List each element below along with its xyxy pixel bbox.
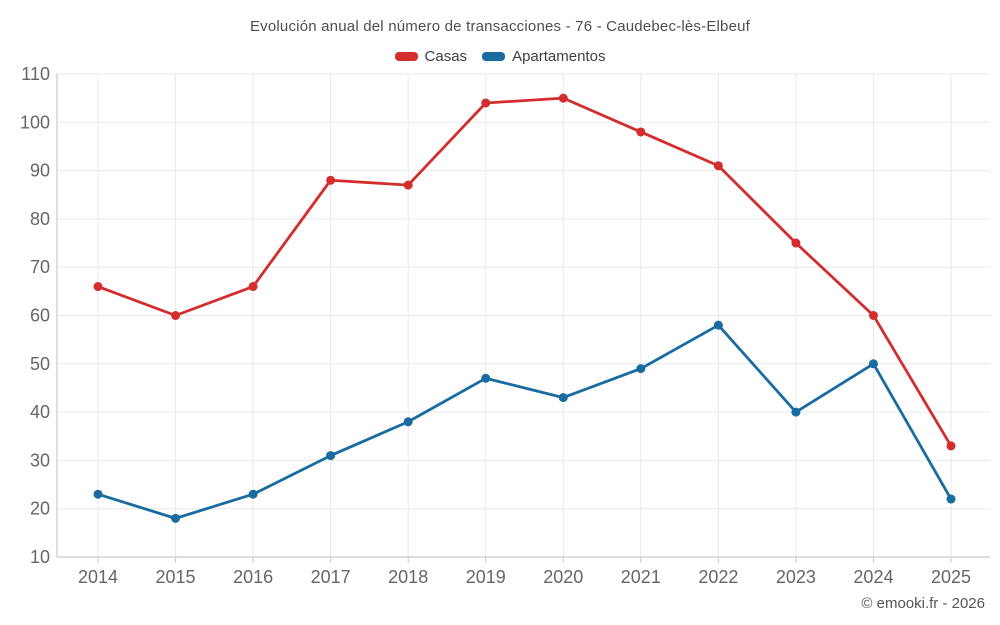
data-point-apartamentos-2017 xyxy=(326,451,336,461)
x-tick-label: 2018 xyxy=(388,567,428,587)
y-tick-label: 100 xyxy=(20,112,50,132)
legend-label-apartamentos: Apartamentos xyxy=(512,48,606,65)
legend-swatch-casas-icon xyxy=(394,52,418,61)
data-point-casas-2019 xyxy=(481,98,491,108)
legend-item-apartamentos[interactable]: Apartamentos xyxy=(482,48,605,65)
data-point-apartamentos-2020 xyxy=(558,393,568,403)
data-point-apartamentos-2024 xyxy=(868,359,878,369)
y-tick-label: 70 xyxy=(30,257,50,277)
x-tick-label: 2024 xyxy=(853,567,893,587)
y-tick-label: 10 xyxy=(30,547,50,567)
data-point-casas-2017 xyxy=(326,175,336,185)
data-point-apartamentos-2015 xyxy=(171,513,181,523)
x-tick-label: 2014 xyxy=(78,567,118,587)
data-point-apartamentos-2019 xyxy=(481,373,491,383)
legend-swatch-apartamentos-icon xyxy=(482,52,506,61)
x-tick-label: 2025 xyxy=(931,567,971,587)
x-tick-label: 2023 xyxy=(776,567,816,587)
data-point-casas-2016 xyxy=(248,282,258,292)
data-point-casas-2018 xyxy=(403,180,413,190)
y-tick-label: 60 xyxy=(30,306,50,326)
chart-legend: Casas Apartamentos xyxy=(0,48,1000,65)
legend-item-casas[interactable]: Casas xyxy=(394,48,468,65)
series-line-casas xyxy=(96,96,953,448)
data-point-apartamentos-2022 xyxy=(713,320,723,330)
x-tick-label: 2019 xyxy=(466,567,506,587)
series-line-apartamentos xyxy=(96,323,953,520)
data-point-apartamentos-2014 xyxy=(93,489,103,499)
data-point-casas-2015 xyxy=(171,311,181,320)
data-point-casas-2024 xyxy=(868,311,878,320)
y-tick-label: 90 xyxy=(30,161,50,181)
data-point-casas-2020 xyxy=(558,93,568,103)
data-point-apartamentos-2023 xyxy=(791,407,801,417)
data-point-casas-2025 xyxy=(946,441,956,451)
data-point-apartamentos-2018 xyxy=(403,417,413,427)
y-tick-label: 30 xyxy=(30,450,50,470)
y-tick-label: 80 xyxy=(30,209,50,229)
data-point-casas-2014 xyxy=(93,282,103,292)
x-tick-label: 2020 xyxy=(543,567,583,587)
x-tick-label: 2017 xyxy=(311,567,351,587)
x-tick-label: 2016 xyxy=(233,567,273,587)
y-tick-label: 40 xyxy=(30,402,50,422)
copyright-text: © emooki.fr - 2026 xyxy=(861,595,985,612)
chart-title: Evolución anual del número de transaccio… xyxy=(249,18,751,35)
x-tick-label: 2021 xyxy=(621,567,661,587)
y-tick-label: 110 xyxy=(21,64,50,84)
y-tick-label: 50 xyxy=(30,354,50,374)
data-point-apartamentos-2016 xyxy=(248,489,258,499)
data-point-casas-2022 xyxy=(713,161,723,171)
x-tick-label: 2015 xyxy=(156,567,196,587)
data-point-apartamentos-2021 xyxy=(636,364,646,374)
x-tick-label: 2022 xyxy=(698,567,738,587)
data-point-apartamentos-2025 xyxy=(946,494,956,504)
y-tick-label: 20 xyxy=(30,499,50,519)
legend-label-casas: Casas xyxy=(424,48,468,65)
data-point-casas-2021 xyxy=(636,127,646,137)
data-point-casas-2023 xyxy=(791,238,801,248)
